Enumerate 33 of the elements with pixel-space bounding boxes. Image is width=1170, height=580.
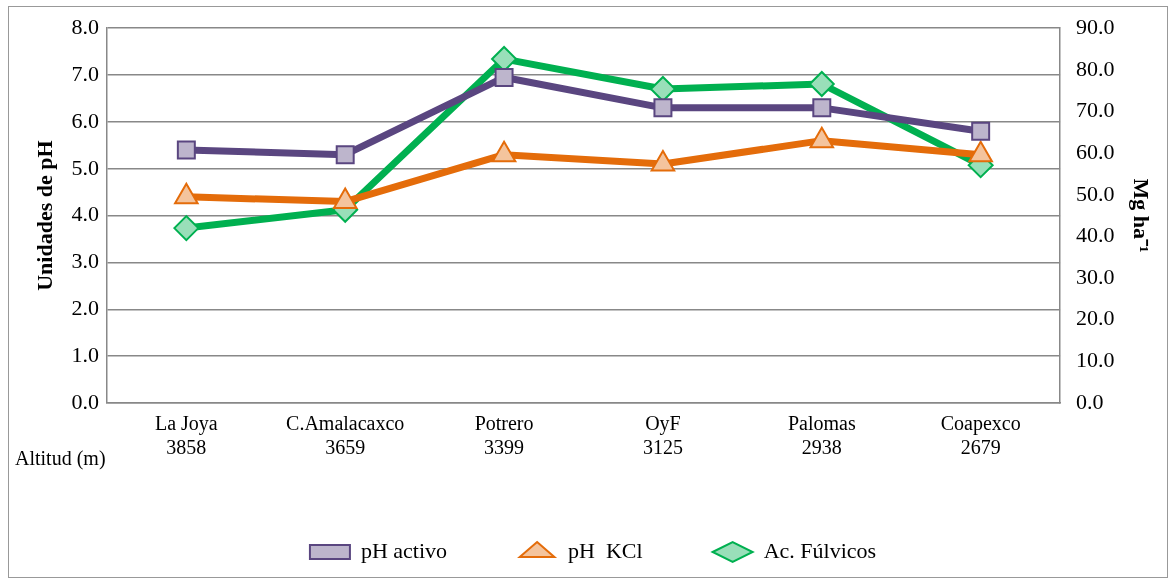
y-tick-label: 2.0 <box>71 295 99 321</box>
y2-tick-label: 60.0 <box>1076 138 1115 164</box>
y-tick-label: 5.0 <box>71 154 99 180</box>
x-tick-label: C.Amalacaxco 3659 <box>286 412 405 459</box>
point <box>173 215 200 242</box>
x-tick-label: La Joya 3858 <box>154 412 218 459</box>
y2-tick-label: 70.0 <box>1076 97 1115 123</box>
x-tick-label: Potrero 3399 <box>474 412 534 459</box>
y2-axis-title: Mg ha⁻¹ <box>1129 178 1155 253</box>
y2-tick-label: 80.0 <box>1076 55 1115 81</box>
y-tick-label: 7.0 <box>71 60 99 86</box>
y2-tick-label: 50.0 <box>1076 180 1115 206</box>
point <box>808 71 835 97</box>
x-tick-label: OyF 3125 <box>642 412 683 459</box>
y-tick-label: 4.0 <box>71 201 99 227</box>
y2-tick-label: 20.0 <box>1076 305 1115 331</box>
y-tick-label: 6.0 <box>71 107 99 133</box>
y2-tick-label: 30.0 <box>1076 263 1115 289</box>
x-tick-label: Palomas 2938 <box>787 412 856 459</box>
y-tick-label: 0.0 <box>71 388 99 414</box>
y-tick-label: 8.0 <box>71 13 99 39</box>
x-tick-label: Coapexco 2679 <box>940 412 1021 459</box>
y2-tick-label: 90.0 <box>1076 13 1115 39</box>
y2-tick-label: 0.0 <box>1076 388 1104 414</box>
legend-label: Ac. Fúlvicos <box>763 537 877 563</box>
legend-label: pH activo <box>360 537 448 563</box>
legend-label: pH KCl <box>568 537 643 563</box>
y2-tick-label: 10.0 <box>1076 347 1115 373</box>
y-axis-title: Unidades de pH <box>31 140 57 291</box>
y2-tick-label: 40.0 <box>1076 222 1115 248</box>
y-tick-label: 1.0 <box>71 341 99 367</box>
y-tick-label: 3.0 <box>71 248 99 274</box>
text: Altitud (m) <box>15 447 106 471</box>
